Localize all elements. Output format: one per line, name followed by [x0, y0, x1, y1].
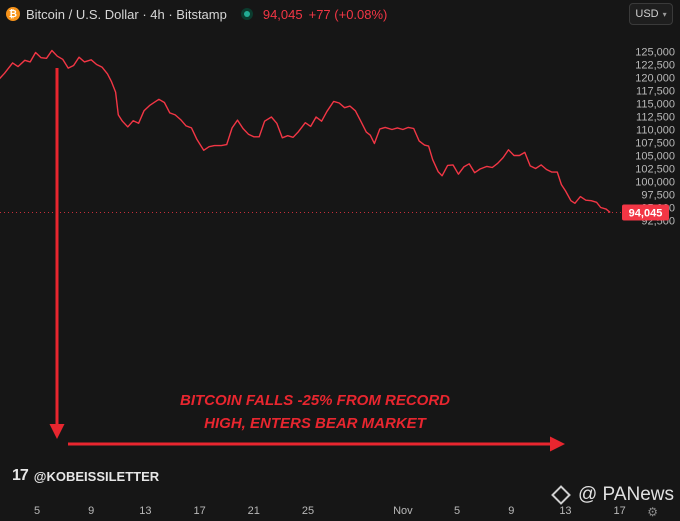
y-tick-label: 112,500 — [636, 112, 675, 124]
x-tick-label: 25 — [302, 505, 314, 517]
x-tick-label: 13 — [139, 505, 151, 517]
chevron-down-icon: ▾ — [662, 9, 667, 19]
binance-diamond-icon — [551, 485, 571, 505]
bitcoin-icon: ₿ — [6, 7, 20, 21]
y-tick-label: 115,000 — [636, 99, 675, 111]
annotation-line-1: BITCOIN FALLS -25% FROM RECORD — [180, 392, 450, 409]
watermark-text: @ PANews — [577, 484, 674, 505]
y-tick-label: 122,500 — [635, 60, 675, 72]
live-status-icon — [240, 8, 253, 20]
panews-watermark: @ PANews — [551, 484, 674, 506]
currency-selector[interactable]: USD ▾ — [629, 3, 673, 25]
x-tick-label: 5 — [34, 505, 40, 517]
x-tick-label: 5 — [454, 505, 460, 517]
x-tick-label: 21 — [248, 505, 260, 517]
y-tick-label: 120,000 — [635, 73, 675, 85]
y-tick-label: 110,000 — [636, 125, 675, 137]
y-tick-label: 117,500 — [636, 86, 675, 98]
chart-header: ₿ Bitcoin / U.S. Dollar · 4h · Bitstamp … — [6, 5, 387, 23]
symbol-title[interactable]: Bitcoin / U.S. Dollar · 4h · Bitstamp — [26, 6, 227, 22]
last-price-tag — [622, 204, 669, 221]
price-series-line[interactable] — [0, 49, 611, 214]
last-price-tag-label: 94,045 — [629, 207, 663, 219]
y-tick-label: 100,000 — [635, 177, 675, 189]
y-tick-label: 105,000 — [635, 151, 675, 163]
last-price: 94,045 — [262, 6, 303, 22]
gear-icon[interactable]: ⚙ — [647, 505, 658, 519]
x-tick-label: 17 — [614, 505, 626, 517]
x-tick-label: 13 — [559, 505, 571, 517]
y-tick-label: 125,000 — [635, 47, 675, 59]
x-tick-label: Nov — [393, 505, 413, 517]
tradingview-logo: 17 — [12, 467, 29, 484]
y-tick-label: 107,500 — [635, 138, 675, 150]
author-branding: 17 @KOBEISSILETTER — [12, 467, 159, 485]
annotation-line-2: HIGH, ENTERS BEAR MARKET — [204, 415, 428, 432]
author-handle: @KOBEISSILETTER — [33, 468, 160, 484]
price-change: +77 (+0.08%) — [308, 6, 388, 22]
currency-label: USD — [635, 8, 659, 20]
y-tick-label: 97,500 — [641, 190, 675, 202]
y-tick-label: 102,500 — [635, 164, 675, 176]
x-tick-label: 9 — [88, 505, 94, 517]
x-tick-label: 9 — [508, 505, 514, 517]
x-tick-label: 17 — [193, 505, 205, 517]
